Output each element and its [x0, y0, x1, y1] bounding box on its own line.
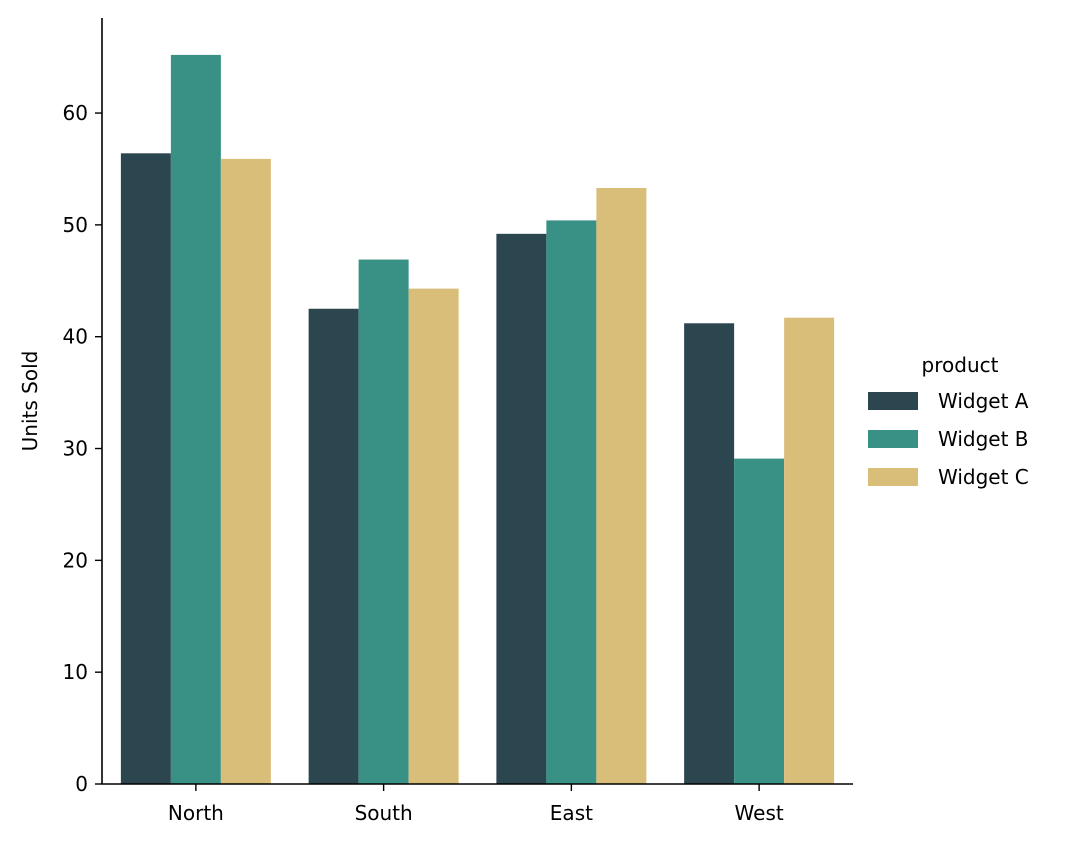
x-tick-label: North [168, 801, 224, 825]
bar-north-widget-a [120, 153, 171, 784]
y-axis-label: Units Sold [18, 351, 42, 452]
bar-south-widget-a [308, 308, 359, 784]
legend-entry-widget-a: Widget A [938, 389, 1029, 413]
y-tick-label: 50 [63, 213, 88, 237]
y-axis: 0 10 20 30 40 50 60 [63, 18, 103, 796]
y-tick-label: 60 [63, 101, 88, 125]
legend: product Widget A Widget B Widget C [868, 353, 1029, 489]
legend-entry-widget-b: Widget B [938, 427, 1029, 451]
bar-north-widget-b [170, 54, 221, 784]
legend-swatch-widget-b [868, 430, 918, 448]
y-tick-label: 30 [63, 437, 88, 461]
bar-east-widget-a [496, 233, 547, 784]
legend-entry-widget-c: Widget C [938, 465, 1029, 489]
legend-title: product [922, 353, 999, 377]
bar-north-widget-c [220, 158, 271, 784]
y-tick-label: 20 [63, 548, 88, 572]
bar-east-widget-c [596, 187, 647, 784]
bar-south-widget-c [408, 288, 459, 784]
y-tick-label: 10 [63, 660, 88, 684]
x-axis: North South East West [102, 783, 853, 825]
y-tick-label: 0 [75, 772, 88, 796]
y-tick-label: 40 [63, 325, 88, 349]
bar-west-widget-a [684, 323, 735, 784]
x-tick-label: East [550, 801, 593, 825]
bar-west-widget-c [784, 317, 835, 784]
bar-south-widget-b [358, 259, 409, 784]
bar-east-widget-b [546, 220, 597, 784]
bars-group [120, 54, 835, 784]
legend-swatch-widget-c [868, 468, 918, 486]
bar-west-widget-b [734, 458, 785, 784]
x-tick-label: West [735, 801, 784, 825]
legend-swatch-widget-a [868, 392, 918, 410]
x-tick-label: South [355, 801, 413, 825]
